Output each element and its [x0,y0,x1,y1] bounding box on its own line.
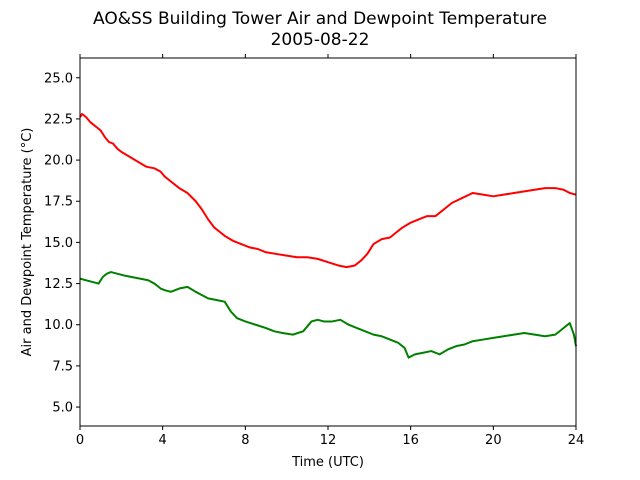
y-tick-label: 25.0 [44,71,73,86]
x-tick-label: 16 [402,433,419,448]
x-tick-label: 12 [320,433,337,448]
chart-title: AO&SS Building Tower Air and Dewpoint Te… [93,9,547,29]
ticks-layer: 0 4 8 12 16 20 24 5.0 7.5 10.0 12.5 15.0 17.5 20.0 22.… [44,54,584,448]
y-tick-label: 5.0 [52,401,73,416]
y-tick-label: 10.0 [44,318,73,333]
y-tick-label: 12.5 [44,277,73,292]
plot-frame [79,57,577,427]
x-tick-label: 20 [485,433,502,448]
y-tick-label: 15.0 [44,236,73,251]
series-line-1 [79,271,577,359]
y-tick-label: 20.0 [44,154,73,169]
series-layer [79,112,577,359]
y-axis-label: Air and Dewpoint Temperature (°C) [20,128,35,357]
y-tick-label: 17.5 [44,195,73,210]
x-tick-label: 4 [159,433,167,448]
x-tick-label: 0 [76,433,84,448]
x-tick-label: 8 [241,433,249,448]
series-line-0 [79,112,577,269]
chart-subtitle: 2005-08-22 [271,30,370,50]
x-tick-label: 24 [568,433,585,448]
x-axis-label: Time (UTC) [291,455,364,470]
y-tick-label: 7.5 [52,359,73,374]
y-tick-label: 22.5 [44,112,73,127]
